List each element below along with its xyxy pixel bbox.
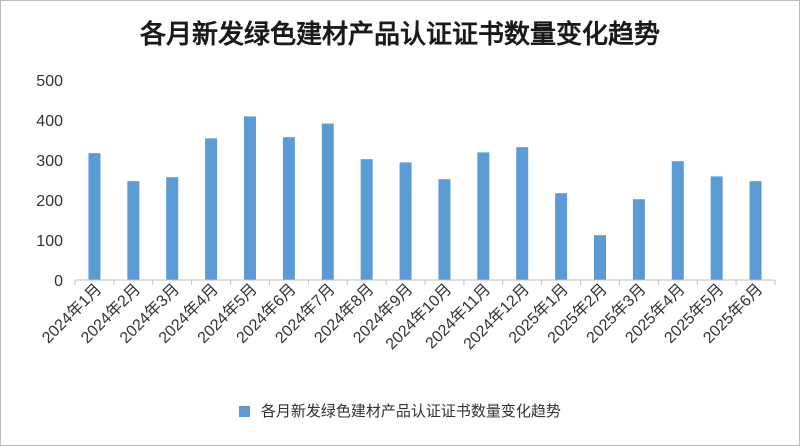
bar [632, 199, 645, 280]
legend-swatch [239, 406, 251, 417]
bar [88, 153, 101, 280]
bar [127, 181, 140, 280]
y-tick-label: 200 [36, 193, 63, 210]
y-axis: 0 100 200 300 400 500 [36, 73, 63, 290]
bar [594, 235, 606, 280]
bar [399, 162, 412, 280]
y-tick-label: 400 [36, 113, 63, 130]
bar-series [88, 116, 762, 281]
bar [282, 137, 295, 280]
bar [671, 161, 684, 280]
bar [516, 147, 529, 280]
bar [477, 152, 490, 280]
y-tick-label: 500 [36, 73, 63, 90]
y-tick-label: 100 [36, 233, 63, 250]
bar [555, 193, 568, 280]
bar [360, 159, 373, 280]
bar [244, 116, 256, 281]
bar [205, 138, 218, 280]
chart-title: 各月新发绿色建材产品认证证书数量变化趋势 [139, 20, 660, 50]
legend-label: 各月新发绿色建材产品认证证书数量变化趋势 [260, 402, 561, 420]
bar [438, 179, 451, 280]
bar [749, 181, 762, 280]
y-tick-label: 300 [36, 153, 63, 170]
y-tick-label: 0 [54, 273, 63, 290]
bar [321, 123, 334, 280]
bar [166, 177, 179, 280]
bar [710, 176, 723, 280]
legend: 各月新发绿色建材产品认证证书数量变化趋势 [0, 400, 800, 421]
x-axis: 2024年1月2024年2月2024年3月2024年4月2024年5月2024年… [38, 279, 776, 353]
